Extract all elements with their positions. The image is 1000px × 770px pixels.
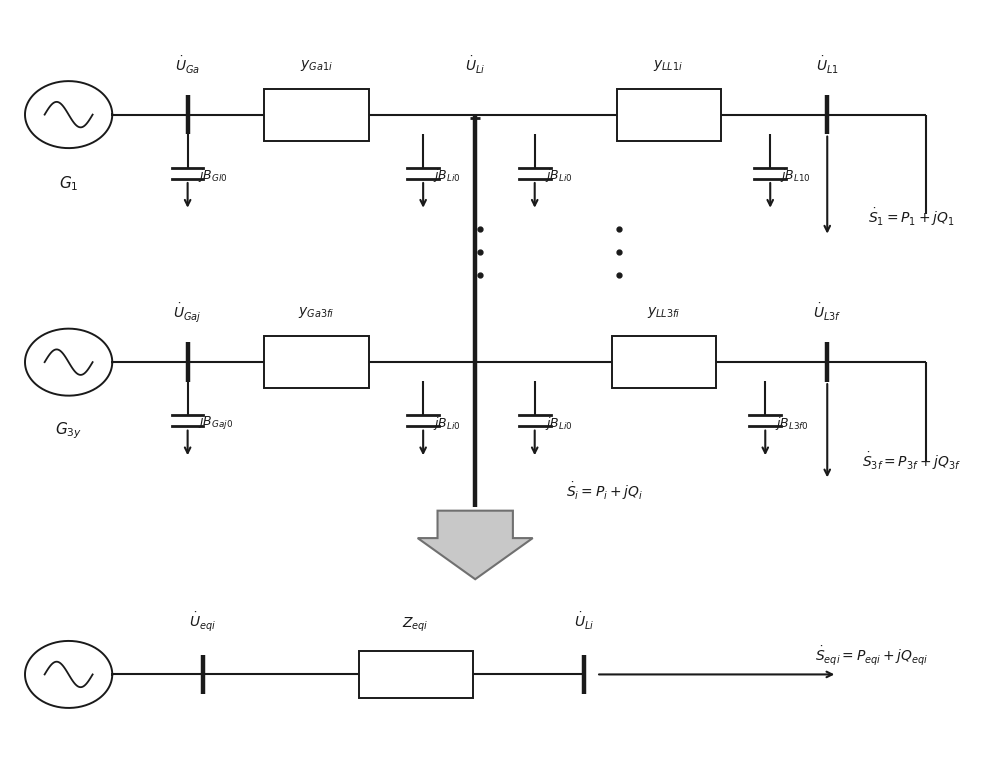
- Text: $\dot{S}_i = P_i + jQ_i$: $\dot{S}_i = P_i + jQ_i$: [566, 480, 643, 503]
- Text: $y_{LL1i}$: $y_{LL1i}$: [653, 58, 684, 72]
- Text: $jB_{Gl0}$: $jB_{Gl0}$: [198, 167, 227, 184]
- Text: $\dot{S}_1 = P_1 + jQ_1$: $\dot{S}_1 = P_1 + jQ_1$: [868, 206, 955, 228]
- Polygon shape: [418, 511, 533, 579]
- Text: $y_{Ga3fi}$: $y_{Ga3fi}$: [298, 305, 335, 320]
- Text: $jB_{Li0}$: $jB_{Li0}$: [433, 167, 461, 184]
- Text: $\dot{U}_{Gaj}$: $\dot{U}_{Gaj}$: [173, 301, 202, 324]
- Text: $G_{3y}$: $G_{3y}$: [55, 420, 82, 441]
- Bar: [617, 89, 721, 140]
- Text: $\dot{U}_{Ga}$: $\dot{U}_{Ga}$: [175, 55, 200, 75]
- Text: $y_{Ga1i}$: $y_{Ga1i}$: [300, 58, 333, 72]
- Text: $y_{LL3fi}$: $y_{LL3fi}$: [647, 305, 680, 320]
- Text: $jB_{L10}$: $jB_{L10}$: [780, 167, 811, 184]
- Text: $\dot{U}_{Li}$: $\dot{U}_{Li}$: [465, 55, 485, 75]
- Text: $Z_{eqi}$: $Z_{eqi}$: [402, 616, 429, 634]
- Bar: [359, 651, 473, 698]
- Text: $\dot{S}_{eqi} = P_{eqi} + jQ_{eqi}$: $\dot{S}_{eqi} = P_{eqi} + jQ_{eqi}$: [815, 644, 929, 667]
- Text: $jB_{Li0}$: $jB_{Li0}$: [433, 414, 461, 431]
- Text: $\dot{S}_{3f} = P_{3f} + jQ_{3f}$: $\dot{S}_{3f} = P_{3f} + jQ_{3f}$: [862, 450, 961, 472]
- Text: $\dot{U}_{L1}$: $\dot{U}_{L1}$: [816, 55, 839, 75]
- Text: $jB_{L3f0}$: $jB_{L3f0}$: [775, 414, 809, 431]
- Text: $\dot{U}_{L3f}$: $\dot{U}_{L3f}$: [813, 302, 842, 323]
- Text: $jB_{Gaj0}$: $jB_{Gaj0}$: [198, 414, 233, 432]
- Text: $jB_{Li0}$: $jB_{Li0}$: [545, 414, 572, 431]
- Text: $G_1$: $G_1$: [59, 174, 78, 192]
- Bar: [264, 336, 369, 388]
- Bar: [612, 336, 716, 388]
- Text: $\dot{U}_{Li}$: $\dot{U}_{Li}$: [574, 611, 594, 631]
- Text: $\dot{U}_{eqi}$: $\dot{U}_{eqi}$: [189, 610, 216, 633]
- Bar: [264, 89, 369, 140]
- Text: $jB_{Li0}$: $jB_{Li0}$: [545, 167, 572, 184]
